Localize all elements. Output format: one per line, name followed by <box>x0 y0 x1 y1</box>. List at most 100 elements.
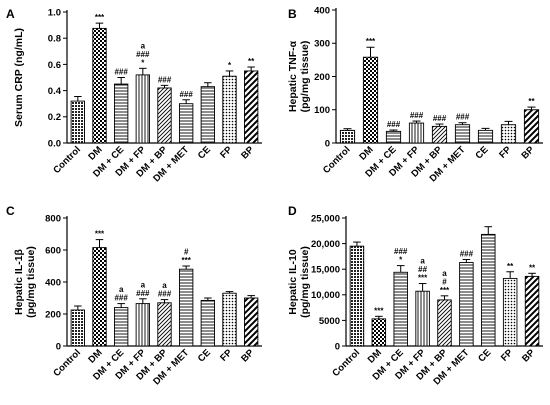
y-tick-label: 20,000 <box>311 239 340 250</box>
x-tick-label: CE <box>196 347 213 364</box>
significance-label: ** <box>529 263 536 272</box>
significance-label: ** <box>528 97 535 106</box>
y-axis-label: (pg/mg tissue) <box>299 41 311 113</box>
y-axis-label: (pg/mg tissue) <box>299 246 311 318</box>
y-tick-label: 100 <box>314 105 330 116</box>
bar-dm-met <box>459 262 474 347</box>
x-tick-label: BP <box>239 347 257 365</box>
bar-dm-ce <box>113 83 129 144</box>
significance-label: ## <box>418 265 427 274</box>
significance-label: # <box>184 248 189 257</box>
y-tick-label: 15,000 <box>311 265 340 276</box>
bar-fp <box>500 124 517 144</box>
bar-bp <box>243 70 259 144</box>
bar-control <box>349 245 365 347</box>
x-tick-label: CE <box>474 144 491 161</box>
bar-dm-ce <box>385 130 402 144</box>
significance-label: * <box>228 61 232 70</box>
significance-label: ### <box>136 50 150 59</box>
bar-dm-bp <box>431 125 448 144</box>
significance-label: ### <box>158 290 172 299</box>
x-tick-label: FP <box>218 144 235 161</box>
significance-label: *** <box>366 37 376 46</box>
y-tick-label: 5000 <box>319 316 340 327</box>
bar-dm-fp <box>135 74 151 144</box>
y-tick-label: 600 <box>45 245 61 256</box>
significance-label: a <box>162 281 167 290</box>
bar-control <box>70 309 86 347</box>
significance-label: a <box>420 257 425 266</box>
bar-fp <box>222 292 237 347</box>
panel-label: C <box>6 204 15 218</box>
bar-control <box>339 129 356 144</box>
significance-label: ### <box>433 114 447 123</box>
bar-dm-bp <box>157 302 172 347</box>
significance-label: a <box>119 285 124 294</box>
y-tick-label: 0.6 <box>48 60 61 71</box>
bar-bp <box>243 297 259 347</box>
y-axis-label: Hepatic IL-1β <box>13 248 25 315</box>
chart-panel-d: D Hepatic IL-10 (pg/mg tissue) 0 5000 10,000 1… <box>287 204 543 387</box>
panel-label: A <box>6 7 15 21</box>
x-tick-label: FP <box>497 144 514 161</box>
bar-ce <box>481 233 496 347</box>
bar-dm-met <box>454 124 471 144</box>
significance-label: *** <box>374 306 384 315</box>
bar-bp <box>524 275 540 347</box>
y-tick-label: 200 <box>314 72 330 83</box>
bar-ce <box>200 86 216 144</box>
x-tick-label: BP <box>520 347 538 365</box>
x-tick-label: CE <box>196 144 213 161</box>
y-axis-label: (pg/mg tissue) <box>25 246 37 318</box>
y-tick-label: 0.2 <box>48 112 61 123</box>
significance-label: ### <box>410 111 424 120</box>
bar-bp <box>523 109 540 144</box>
x-tick-label: BP <box>520 144 538 162</box>
y-tick-label: 10,000 <box>311 290 340 301</box>
bar-dm <box>92 247 107 347</box>
significance-label: ### <box>136 289 150 298</box>
significance-label: a <box>141 280 146 289</box>
significance-label: *** <box>95 230 105 239</box>
significance-label: ### <box>394 247 408 256</box>
significance-label: ** <box>507 262 514 271</box>
significance-label: ### <box>460 249 474 258</box>
bar-ce <box>477 129 494 144</box>
bar-dm-ce <box>393 271 408 347</box>
bar-dm <box>362 56 379 144</box>
y-tick-label: 0 <box>325 138 330 149</box>
significance-label: ### <box>158 75 172 84</box>
y-tick-label: 200 <box>45 309 61 320</box>
y-tick-label: 1.0 <box>48 7 61 18</box>
bar-dm-bp <box>437 299 452 347</box>
significance-label: ### <box>456 113 470 122</box>
panel-label: D <box>288 204 297 218</box>
x-tick-label: BP <box>239 144 257 162</box>
significance-label: a <box>442 269 447 278</box>
y-tick-label: 25,000 <box>311 213 340 224</box>
panel-label: B <box>288 7 297 21</box>
bar-dm-bp <box>157 87 172 144</box>
bar-fp <box>222 75 237 144</box>
x-tick-label: FP <box>499 347 516 364</box>
significance-label: *** <box>95 13 105 22</box>
y-axis-label: Hepatic TNF-α <box>287 40 299 112</box>
bar-dm-fp <box>408 122 425 144</box>
y-tick-label: 0 <box>56 341 61 352</box>
bar-dm-fp <box>135 303 151 347</box>
significance-label: *** <box>440 286 450 295</box>
bar-dm <box>371 318 387 347</box>
chart-panel-c: C Hepatic IL-1β (pg/mg tissue) 0 200 400 600 80… <box>6 204 262 387</box>
y-tick-label: 800 <box>45 213 61 224</box>
y-tick-label: 400 <box>314 5 330 16</box>
bar-dm-met <box>178 103 194 144</box>
bar-dm-met <box>178 268 194 347</box>
y-axis-label: Hepatic IL-10 <box>287 249 299 315</box>
bar-dm-ce <box>113 307 129 347</box>
significance-label: *** <box>418 274 428 283</box>
significance-label: a <box>141 41 146 50</box>
bar-control <box>70 100 86 144</box>
chart-panel-b: B Hepatic TNF-α (pg/mg tissue) 0 100 200 300 40… <box>287 5 543 184</box>
